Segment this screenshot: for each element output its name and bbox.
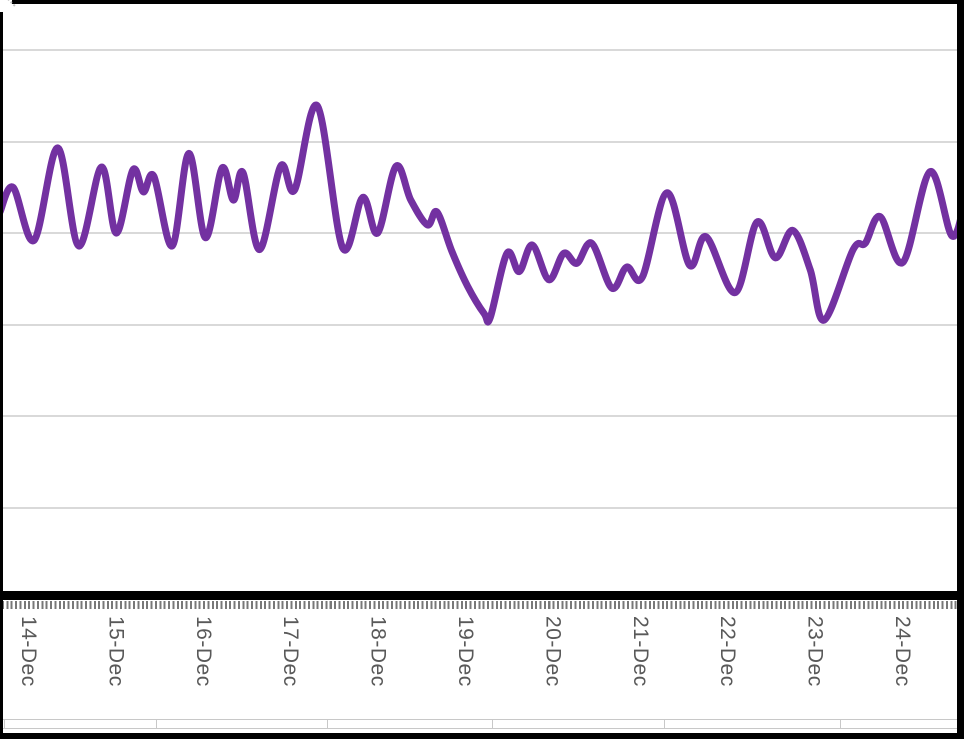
spreadsheet-gridline	[0, 719, 964, 720]
chart-border-right	[957, 0, 964, 739]
spreadsheet-column-separator	[664, 719, 665, 728]
gridline	[3, 140, 957, 143]
x-axis-label: 21-Dec	[628, 616, 652, 687]
x-axis-label: 17-Dec	[279, 616, 303, 687]
x-axis-label: 24-Dec	[891, 616, 914, 687]
series-path	[0, 101, 964, 326]
spreadsheet-column-separator	[840, 719, 841, 728]
x-axis-label: 15-Dec	[104, 616, 128, 687]
x-axis-label: 14-Dec	[17, 616, 40, 687]
x-axis-label: 22-Dec	[716, 616, 740, 687]
chart-border-top	[12, 0, 964, 4]
chart-border-left	[0, 12, 3, 739]
gridline	[3, 232, 957, 235]
gridline	[3, 323, 957, 326]
gridline	[3, 506, 957, 509]
spreadsheet-gridline	[0, 728, 964, 729]
x-axis-label: 23-Dec	[803, 616, 827, 687]
spreadsheet-column-separator	[4, 719, 5, 728]
x-axis-label: 19-Dec	[454, 616, 477, 687]
x-axis-line	[0, 591, 964, 600]
spreadsheet-column-separator	[156, 719, 157, 728]
x-axis-label: 16-Dec	[191, 616, 215, 687]
gridline	[3, 415, 957, 418]
x-axis-label: 18-Dec	[366, 616, 390, 687]
spreadsheet-column-separator	[327, 719, 328, 728]
spreadsheet-column-separator	[492, 719, 493, 728]
gridline	[3, 48, 957, 51]
chart-border-bottom	[0, 733, 964, 739]
x-axis-minor-ticks	[2, 601, 957, 609]
x-axis-label: 20-Dec	[541, 616, 565, 687]
